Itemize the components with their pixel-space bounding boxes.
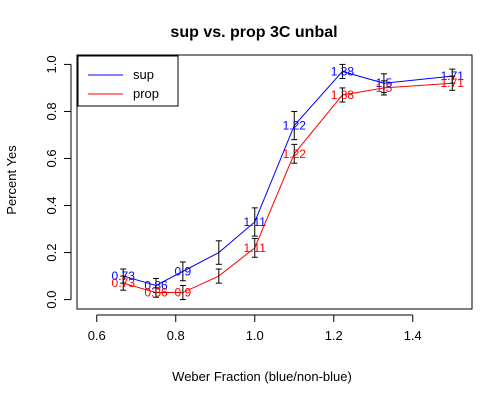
data-label: 0.86 [144,278,168,292]
y-tick-label: 1.0 [44,55,59,73]
data-label: 1.22 [283,147,307,161]
legend-label-prop: prop [133,86,159,101]
data-label: 0.9 [175,286,192,300]
x-axis: 0.6 0.8 1.0 1.2 1.4 [88,314,422,343]
x-tick-label: 1.2 [325,328,343,343]
data-label: 1.11 [244,215,267,229]
data-label: 1.71 [441,76,465,90]
y-axis-label: Percent Yes [4,145,19,215]
data-label: 1.5 [376,81,393,95]
legend-label-sup: sup [133,67,154,82]
legend-box [77,55,179,107]
x-tick-label: 1.0 [246,328,264,343]
y-tick-label: 0.6 [44,149,59,167]
plot-frame [76,54,473,310]
chart-title: sup vs. prop 3C unbal [170,24,337,41]
data-label: 1.11 [244,241,267,255]
legend: sup prop [77,55,179,107]
series-prop: 0.73 0.86 0.9 1.11 1.22 1.38 1.5 1.71 [112,75,465,301]
x-tick-label: 1.4 [404,328,422,343]
y-tick-label: 0.2 [44,244,59,262]
data-label: 0.9 [175,264,192,278]
x-tick-label: 0.8 [167,328,185,343]
y-tick-label: 0.8 [44,102,59,120]
x-tick-label: 0.6 [88,328,106,343]
data-label: 0.73 [112,276,136,290]
data-label: 1.38 [331,88,355,102]
y-tick-label: 0.4 [44,196,59,214]
y-tick-label: 0.0 [44,291,59,309]
x-axis-label: Weber Fraction (blue/non-blue) [172,369,352,384]
y-axis: 0.0 0.2 0.4 0.6 0.8 1.0 [44,55,72,309]
series-line-prop [123,82,453,294]
data-label: 0.86 [144,286,168,300]
data-label: 1.38 [331,64,355,78]
series-layer: 0.730.860.91.111.221.381.51.710.730.860.… [112,63,465,301]
data-label: 1.22 [283,119,307,133]
